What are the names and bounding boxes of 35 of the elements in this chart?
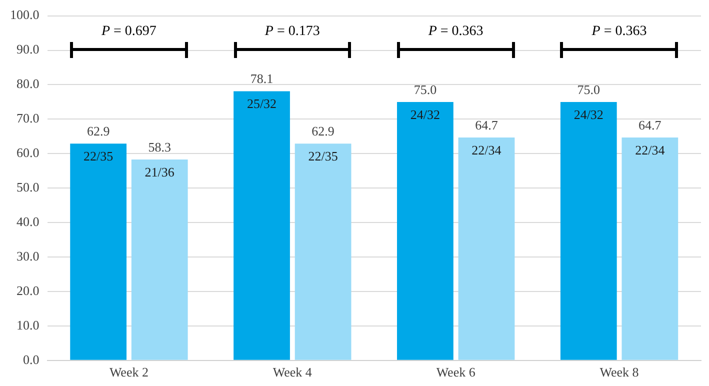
x-tick-label: Week 4 — [272, 364, 312, 380]
annotation: 25/32 — [246, 96, 277, 112]
y-tick-label: 70.0 — [16, 110, 40, 126]
annotation: P = 0.363 — [427, 24, 484, 40]
data-label: 58.3 — [148, 139, 171, 154]
annotation: 22/34 — [472, 142, 502, 158]
data-label: 62.9 — [86, 124, 110, 139]
y-tick-label: 0.0 — [23, 352, 40, 367]
y-tick-label: 20.0 — [16, 282, 40, 298]
y-tick-label: 80.0 — [16, 76, 40, 92]
y-tick-label: 30.0 — [16, 248, 40, 264]
x-tick-label: Week 8 — [600, 364, 639, 380]
y-tick-label: 50.0 — [16, 180, 40, 195]
x-tick-label: Week 2 — [109, 364, 148, 380]
y-tick-label: 10.0 — [16, 317, 40, 332]
annotation: 22/34 — [635, 142, 666, 158]
data-label: 75.0 — [414, 82, 437, 97]
x-tick-label: Week 6 — [436, 364, 476, 380]
annotation: 24/32 — [410, 106, 440, 122]
data-label: 78.1 — [250, 71, 274, 86]
data-label: 75.0 — [577, 82, 600, 97]
data-label: 64.7 — [638, 117, 662, 132]
y-tick-label: 60.0 — [16, 145, 40, 160]
annotation: 21/36 — [144, 164, 175, 180]
annotation: 24/32 — [574, 106, 604, 122]
annotation: 22/35 — [308, 148, 338, 164]
annotation: P = 0.363 — [590, 24, 648, 40]
data-label: 64.7 — [475, 117, 498, 132]
y-tick-label: 100.0 — [10, 7, 40, 22]
annotation: P = 0.697 — [100, 24, 158, 40]
annotation: P = 0.173 — [264, 24, 321, 40]
data-label: 62.9 — [312, 124, 334, 139]
annotation: 22/35 — [84, 148, 114, 164]
y-tick-label: 40.0 — [16, 214, 40, 229]
y-tick-label: 90.0 — [16, 42, 40, 57]
